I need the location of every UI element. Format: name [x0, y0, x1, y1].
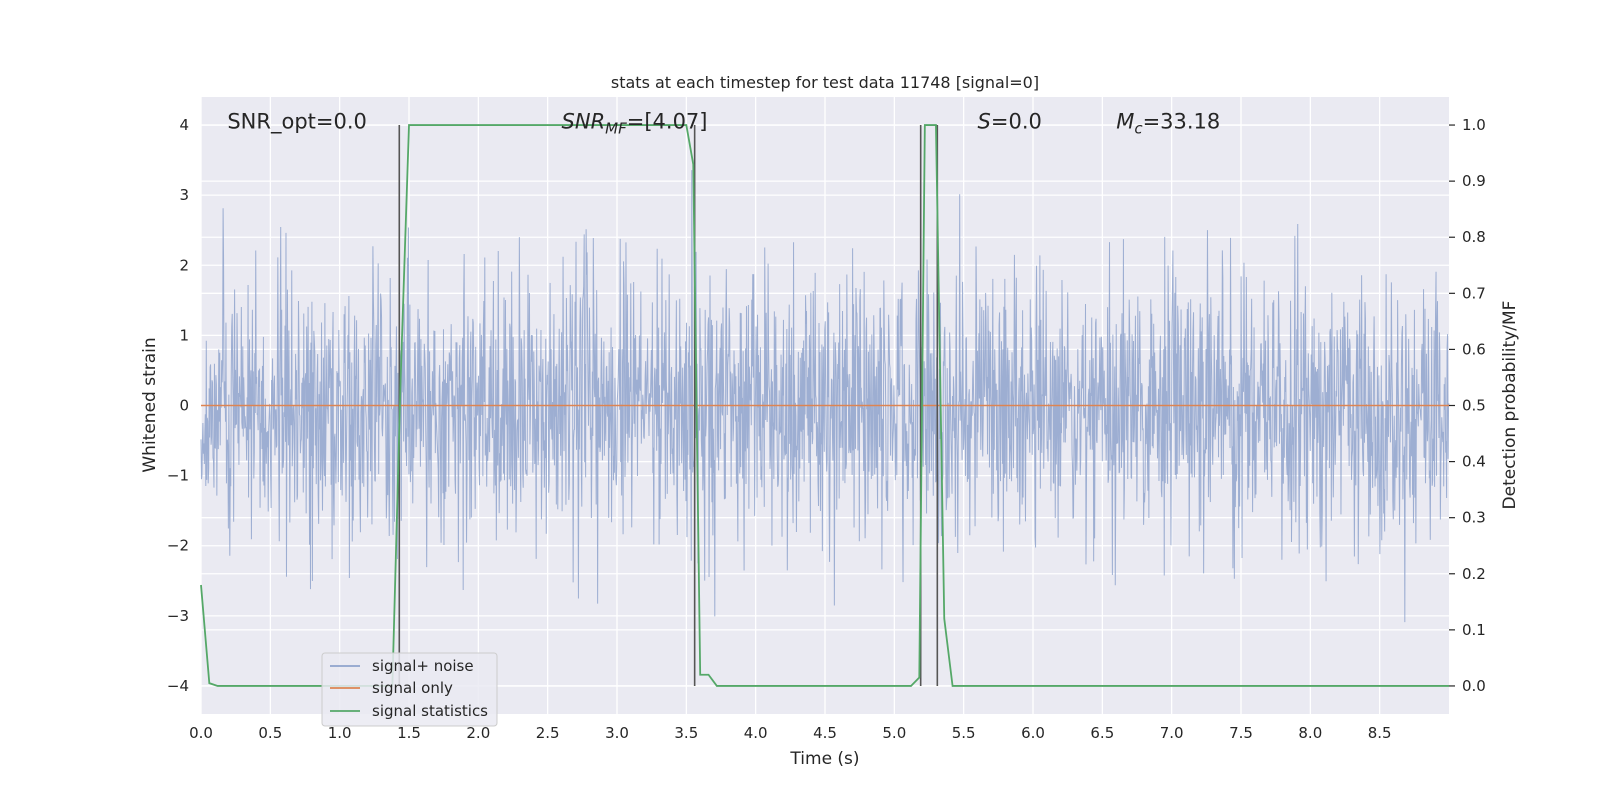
- annotation-snr-mf: SNRMF=[4.07]: [562, 110, 708, 138]
- y-right-tick-label-2: 0.2: [1462, 565, 1486, 583]
- x-tick-label-5: 2.5: [536, 724, 560, 742]
- series-signal-plus-noise: [200, 170, 1450, 623]
- y-left-tick-label-7: 3: [179, 186, 189, 204]
- y-left-tick-label-0: −4: [167, 677, 189, 695]
- y-left-tick-label-3: −1: [167, 467, 189, 485]
- y-left-axis-ticks: −4 −3 −2 −1 0 1 2 3 4: [167, 116, 189, 695]
- legend-label-signal-only: signal only: [372, 679, 453, 697]
- y-left-tick-label-5: 1: [179, 326, 189, 344]
- y-right-tick-label-3: 0.3: [1462, 509, 1486, 527]
- x-tick-label-4: 2.0: [466, 724, 490, 742]
- x-tick-label-7: 3.5: [674, 724, 698, 742]
- y-right-tick-label-6: 0.6: [1462, 340, 1486, 358]
- noise-line: [200, 170, 1450, 623]
- chart-title: stats at each timestep for test data 117…: [611, 73, 1039, 92]
- x-tick-label-6: 3.0: [605, 724, 629, 742]
- y-right-tick-label-5: 0.5: [1462, 397, 1486, 415]
- x-tick-label-10: 5.0: [882, 724, 906, 742]
- annotation-snr-opt: SNR_opt=0.0: [227, 110, 367, 135]
- x-tick-label-15: 7.5: [1229, 724, 1253, 742]
- x-tick-label-14: 7.0: [1160, 724, 1184, 742]
- y-left-tick-label-1: −3: [167, 607, 189, 625]
- y-right-axis-label: Detection probability/MF: [1500, 301, 1520, 510]
- annotation-mc-value: Mc=33.18: [1116, 110, 1220, 138]
- annotation-s-value: S=0.0: [978, 110, 1042, 134]
- y-right-tick-label-10: 1.0: [1462, 116, 1486, 134]
- x-tick-label-9: 4.5: [813, 724, 837, 742]
- x-tick-label-0: 0.0: [189, 724, 213, 742]
- x-axis-label: Time (s): [789, 749, 859, 769]
- y-right-tick-label-1: 0.1: [1462, 621, 1486, 639]
- legend-box: [321, 652, 498, 727]
- y-left-axis-label: Whitened strain: [140, 337, 160, 472]
- legend-label-statistics: signal statistics: [372, 702, 488, 720]
- x-axis-ticks: 0.0 0.5 1.0 1.5 2.0 2.5 3.0 3.5 4.0 4.5 5.0 5.5 6.0 6…: [189, 724, 1392, 742]
- x-tick-label-13: 6.5: [1090, 724, 1114, 742]
- y-left-tick-label-8: 4: [179, 116, 189, 134]
- x-tick-label-12: 6.0: [1021, 724, 1045, 742]
- x-tick-label-16: 8.0: [1298, 724, 1322, 742]
- y-right-tick-label-0: 0.0: [1462, 677, 1486, 695]
- y-right-tick-label-9: 0.9: [1462, 172, 1486, 190]
- x-tick-label-17: 8.5: [1368, 724, 1392, 742]
- y-left-tick-label-2: −2: [167, 537, 189, 555]
- legend-label-noise: signal+ noise: [372, 657, 474, 675]
- x-tick-label-1: 0.5: [258, 724, 282, 742]
- y-left-tick-label-4: 0: [179, 397, 189, 415]
- x-tick-label-3: 1.5: [397, 724, 421, 742]
- x-tick-label-11: 5.5: [952, 724, 976, 742]
- y-right-axis-ticks: 0.0 0.1 0.2 0.3 0.4 0.5 0.6 0.7 0.8 0.9 1.0: [1449, 116, 1486, 695]
- y-right-tick-label-7: 0.7: [1462, 284, 1486, 302]
- annotations: SNR_opt=0.0 SNRMF=[4.07] S=0.0 Mc=33.18: [227, 110, 1220, 138]
- x-tick-label-2: 1.0: [328, 724, 352, 742]
- y-right-tick-label-4: 0.4: [1462, 453, 1486, 471]
- legend: signal+ noise signal only signal statist…: [321, 652, 498, 727]
- y-left-tick-label-6: 2: [179, 256, 189, 274]
- x-tick-label-8: 4.0: [744, 724, 768, 742]
- y-right-tick-label-8: 0.8: [1462, 228, 1486, 246]
